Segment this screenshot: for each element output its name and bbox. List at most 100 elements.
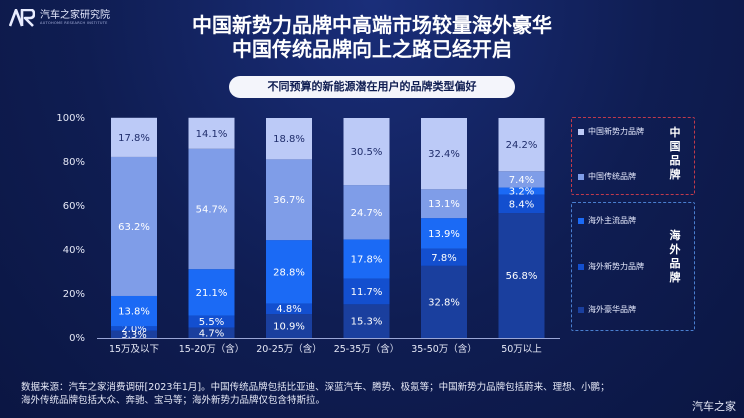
x-category-label: 15-20万（含）	[179, 343, 245, 355]
chart-subtitle: 不同预算的新能源潜在用户的品牌类型偏好	[229, 76, 515, 98]
bar-segment	[498, 171, 545, 188]
bar-segment	[266, 159, 312, 241]
bar-segment	[266, 314, 312, 338]
legend-item: 中国传统品牌	[578, 171, 636, 182]
bar-segment	[421, 118, 467, 190]
bar-segment	[111, 156, 157, 296]
data-label: 24.2%	[506, 140, 538, 151]
x-category-label: 35-50万（含）	[411, 343, 477, 355]
data-label: 3.3%	[121, 330, 146, 341]
bar-segment	[111, 295, 157, 327]
x-category-label: 15万及以下	[109, 344, 159, 355]
data-label: 13.1%	[428, 199, 460, 210]
y-tick-label: 40%	[63, 245, 85, 256]
source-line-2: 海外传统品牌包括大众、奔驰、宝马等；海外新势力品牌仅包含特斯拉。	[21, 395, 326, 406]
page-title-line1: 中国新势力品牌中高端市场较量海外豪华	[192, 13, 552, 37]
source-line-1: 数据来源：汽车之家消费调研[2023年1月]。中国传统品牌包括比亚迪、深蓝汽车、…	[21, 382, 610, 393]
brand-name-cn: 汽车之家研究院	[40, 9, 110, 21]
data-label: 24.7%	[351, 208, 383, 219]
legend-group-label-china: 中国品牌	[669, 126, 681, 181]
legend-label: 海外豪华品牌	[588, 305, 636, 314]
legend-swatch	[578, 128, 584, 135]
data-label: 11.7%	[351, 287, 383, 298]
data-label: 56.8%	[506, 271, 538, 282]
legend-swatch	[578, 217, 584, 224]
legend-item: 海外豪华品牌	[578, 304, 636, 315]
legend-swatch	[578, 263, 584, 270]
data-source-note: 数据来源：汽车之家消费调研[2023年1月]。中国传统品牌包括比亚迪、深蓝汽车、…	[21, 381, 721, 407]
data-label: 7.8%	[431, 253, 456, 264]
bar-segment	[498, 187, 545, 195]
legend-swatch	[578, 306, 584, 313]
bar-segment	[343, 239, 390, 279]
autohome-logo-icon	[9, 9, 35, 27]
data-label: 4.8%	[276, 304, 301, 315]
data-label: 15.3%	[351, 317, 383, 328]
legend-swatch	[578, 173, 584, 180]
bar-segment	[343, 185, 390, 240]
bar-segment	[111, 326, 157, 331]
data-label: 4.7%	[199, 328, 224, 339]
data-label: 5.5%	[199, 317, 224, 328]
bar-segment	[421, 189, 467, 219]
brand-name-en: AUTOHOME RESEARCH INSTITUTE	[40, 20, 108, 25]
bar-segment	[188, 315, 235, 328]
x-category-label: 20-25万（含）	[256, 343, 322, 355]
legend-item: 海外新势力品牌	[578, 261, 644, 272]
brand-logo: 汽车之家研究院 AUTOHOME RESEARCH INSTITUTE	[9, 9, 110, 27]
bar-segment	[266, 240, 312, 304]
bar-segment	[188, 327, 235, 338]
data-label: 36.7%	[273, 195, 305, 206]
bar-segment	[188, 269, 235, 316]
data-label: 21.1%	[196, 288, 228, 299]
x-category-label: 25-35万（含）	[334, 343, 400, 355]
data-label: 17.8%	[351, 255, 383, 266]
data-label: 8.4%	[509, 199, 534, 210]
data-label: 10.9%	[273, 322, 305, 333]
bar-segment	[111, 117, 157, 157]
bar-segment	[188, 117, 235, 149]
data-label: 7.4%	[509, 175, 534, 186]
bar-segment	[498, 118, 545, 172]
legend-group-overseas	[571, 202, 695, 331]
bar-segment	[188, 148, 235, 270]
watermark: 汽车之家	[692, 400, 736, 413]
legend-label: 海外主流品牌	[588, 216, 636, 225]
y-tick-label: 0%	[69, 333, 85, 344]
data-label: 13.9%	[428, 229, 460, 240]
data-label: 2.0%	[121, 324, 146, 335]
legend-item: 海外主流品牌	[578, 215, 636, 226]
data-label: 18.8%	[273, 134, 305, 145]
bar-segment	[498, 213, 545, 338]
legend-group-china	[571, 117, 695, 195]
bar-segment	[343, 118, 390, 186]
legend-item: 中国新势力品牌	[578, 126, 644, 137]
bar-segment	[343, 304, 390, 338]
data-label: 32.4%	[428, 149, 460, 160]
data-label: 32.8%	[428, 297, 460, 308]
data-label: 63.2%	[118, 222, 150, 233]
legend-label: 中国新势力品牌	[588, 127, 644, 136]
data-label: 14.1%	[196, 129, 228, 140]
data-label: 17.8%	[118, 133, 150, 144]
bar-segment	[421, 248, 467, 266]
y-tick-label: 80%	[63, 157, 85, 168]
x-category-label: 50万以上	[501, 344, 542, 355]
bar-segment	[111, 330, 157, 338]
data-label: 54.7%	[196, 204, 228, 215]
data-label: 3.2%	[509, 187, 534, 198]
y-tick-label: 100%	[56, 113, 85, 124]
bar-segment	[421, 265, 467, 338]
data-label: 28.8%	[273, 267, 305, 278]
data-label: 13.8%	[118, 307, 150, 318]
y-tick-label: 20%	[63, 289, 85, 300]
legend-group-label-overseas: 海外品牌	[669, 229, 681, 284]
bar-segment	[343, 278, 390, 305]
bar-segment	[498, 194, 545, 214]
data-label: 30.5%	[351, 147, 383, 158]
bar-segment	[266, 118, 312, 160]
y-tick-label: 60%	[63, 201, 85, 212]
bar-segment	[421, 218, 467, 249]
page-title-line2: 中国传统品牌向上之路已经开启	[232, 37, 512, 61]
